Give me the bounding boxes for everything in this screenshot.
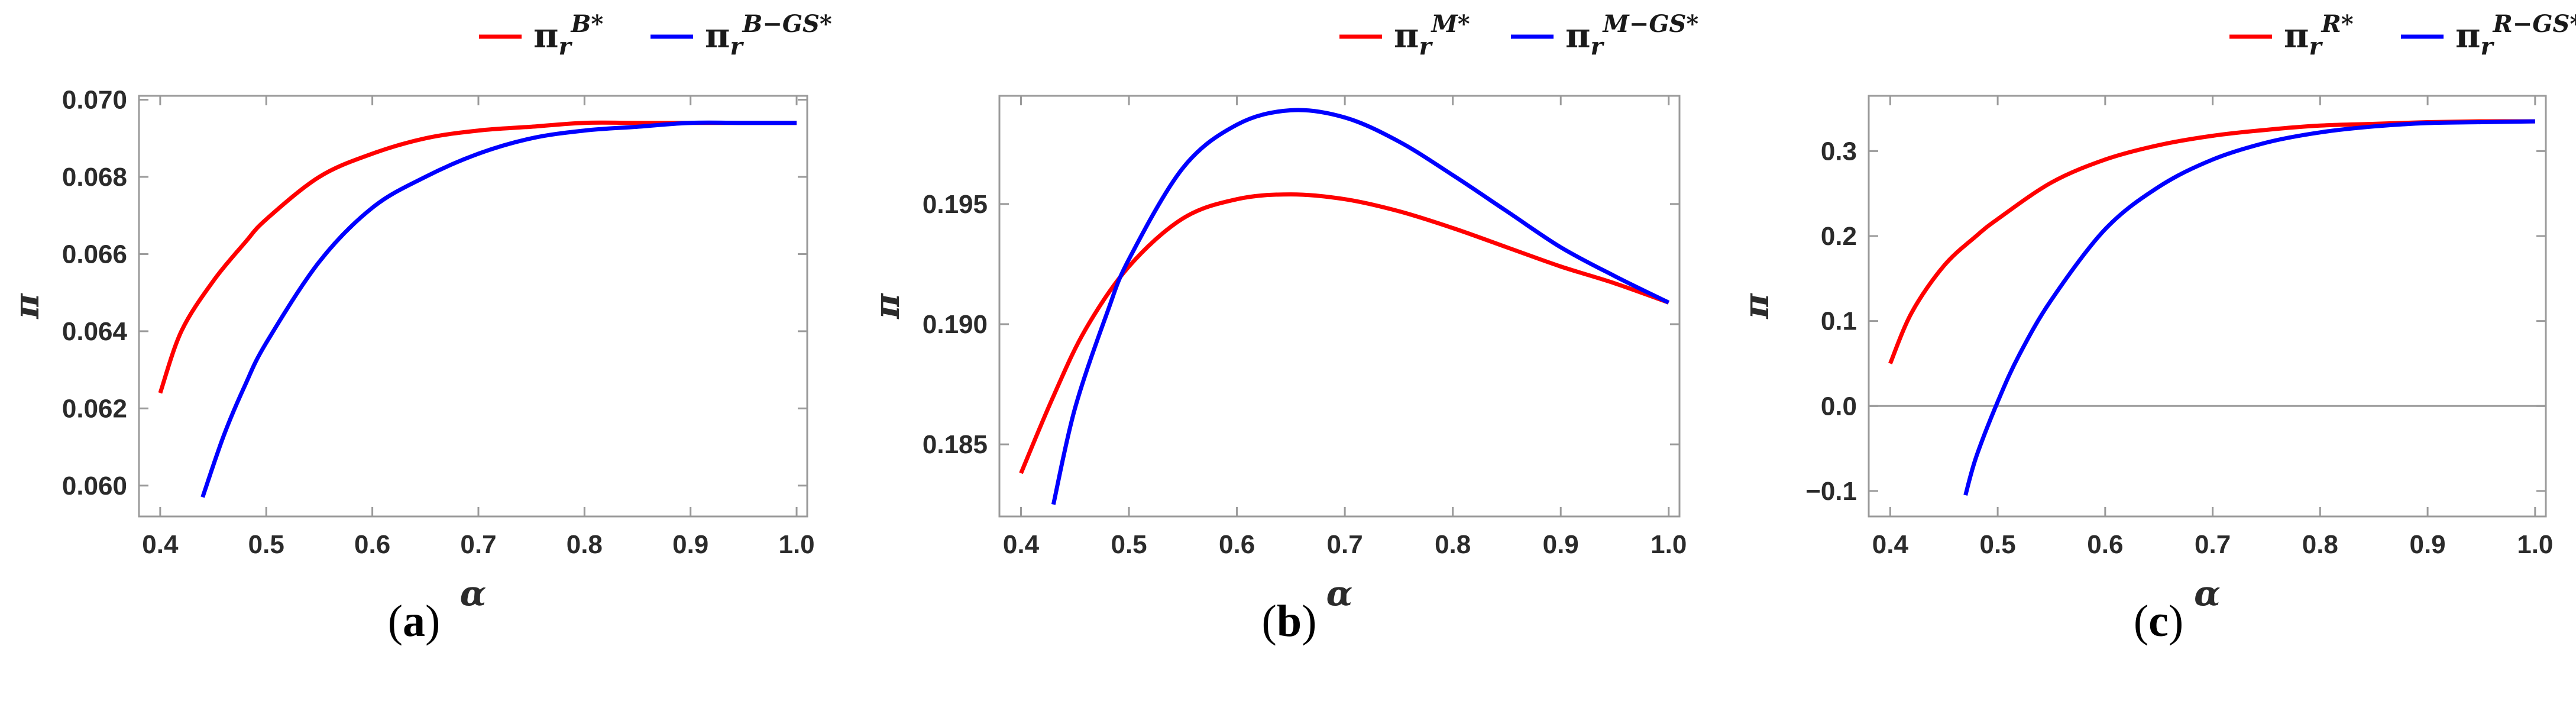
- caption-letter: a: [403, 596, 425, 646]
- legend-subscript: r: [1419, 33, 1433, 60]
- legend-superscript: B*: [571, 10, 604, 38]
- series-line-2: [1963, 119, 2535, 496]
- x-tick-label: 0.8: [1435, 530, 1471, 559]
- legend-label-2: πrB−GS*: [705, 10, 832, 60]
- y-tick-label: 0.066: [62, 240, 127, 269]
- legend-superscript: M−GS*: [1602, 10, 1699, 38]
- chart-panel-b: 0.4 0.5 0.6 0.7 0.8 0.9 1.00.1850.1900.195αππr…: [867, 10, 1698, 646]
- x-tick-label: 0.8: [2302, 530, 2338, 559]
- legend-superscript: M*: [1431, 10, 1470, 38]
- y-tick-label: 0.185: [923, 430, 988, 459]
- legend-superscript: R*: [2321, 10, 2354, 38]
- x-tick-label: 1.0: [1651, 530, 1687, 559]
- x-tick-label: 0.5: [248, 530, 284, 559]
- x-tick-label: 0.5: [1980, 530, 2016, 559]
- x-tick-label: 0.7: [460, 530, 496, 559]
- y-tick-label: 0.068: [62, 163, 127, 192]
- series-line-2: [1051, 108, 1670, 505]
- legend-superscript: B−GS*: [742, 10, 832, 38]
- y-tick-label: −0.1: [1805, 477, 1857, 506]
- series-line-2: [200, 120, 797, 498]
- x-tick-label: 1.0: [778, 530, 814, 559]
- x-tick-label: 0.9: [1543, 530, 1579, 559]
- x-tick-label: 0.4: [1872, 530, 1909, 559]
- x-tick-label: 0.6: [1219, 530, 1255, 559]
- legend-subscript: r: [558, 33, 572, 60]
- legend-subscript: r: [730, 33, 744, 60]
- plot-frame: [1868, 95, 2547, 518]
- y-tick-label: 0.064: [62, 317, 128, 346]
- legend-label-1: πrR*: [2284, 10, 2354, 60]
- legend-label-2: πrM−GS*: [1565, 10, 1698, 60]
- y-axis-title: π: [867, 293, 907, 319]
- panel-caption: (a): [388, 596, 441, 646]
- caption-close: ): [425, 596, 440, 646]
- x-axis-title: α: [1326, 573, 1353, 613]
- y-tick-label: 0.3: [1821, 137, 1857, 166]
- legend-subscript: r: [2480, 33, 2494, 60]
- caption-open: (: [1262, 596, 1277, 646]
- y-axis-title: π: [7, 293, 47, 319]
- legend-symbol: π: [2284, 15, 2309, 56]
- panel-caption: (c): [2134, 596, 2183, 646]
- x-axis-title: α: [460, 573, 487, 613]
- series-line-1: [1019, 192, 1669, 474]
- y-tick-label: 0.070: [62, 86, 127, 115]
- legend-label-1: πrB*: [533, 10, 603, 60]
- x-tick-label: 0.5: [1111, 530, 1147, 559]
- legend-subscript: r: [1590, 33, 1604, 60]
- legend: πrM* πrM−GS*: [1339, 10, 1698, 60]
- x-tick-label: 0.9: [672, 530, 708, 559]
- legend-subscript: r: [2309, 33, 2323, 60]
- y-tick-label: 0.190: [923, 310, 988, 339]
- caption-open: (: [2134, 596, 2148, 646]
- caption-letter: c: [2148, 596, 2169, 646]
- legend-symbol: π: [1565, 15, 1590, 56]
- y-tick-label: 0.1: [1821, 307, 1857, 336]
- x-tick-label: 0.4: [142, 530, 179, 559]
- x-tick-label: 0.7: [2195, 530, 2231, 559]
- chart-panel-c: 0.4 0.5 0.6 0.7 0.8 0.9 1.0−0.10.00.10.20.3αππ…: [1736, 10, 2576, 646]
- caption-close: ): [1302, 596, 1316, 646]
- x-axis-title: α: [2194, 573, 2221, 613]
- y-axis-title: π: [1736, 293, 1776, 319]
- caption-letter: b: [1277, 596, 1302, 646]
- x-tick-label: 1.0: [2517, 530, 2553, 559]
- y-tick-label: 0.195: [923, 190, 988, 219]
- plot-frame: [138, 95, 808, 518]
- legend-symbol: π: [533, 15, 558, 56]
- legend-superscript: R−GS*: [2493, 10, 2576, 38]
- legend: πrB* πrB−GS*: [479, 10, 832, 60]
- x-tick-label: 0.9: [2409, 530, 2445, 559]
- x-tick-label: 0.6: [354, 530, 390, 559]
- x-tick-label: 0.7: [1327, 530, 1363, 559]
- caption-open: (: [388, 596, 403, 646]
- x-tick-label: 0.8: [567, 530, 603, 559]
- caption-close: ): [2169, 596, 2183, 646]
- panel-caption: (b): [1262, 596, 1317, 646]
- legend: πrR* πrR−GS*: [2229, 10, 2576, 60]
- y-tick-label: 0.0: [1821, 392, 1857, 421]
- x-tick-label: 0.4: [1003, 530, 1040, 559]
- legend-symbol: π: [2455, 15, 2480, 56]
- legend-label-2: πrR−GS*: [2455, 10, 2576, 60]
- y-tick-label: 0.2: [1821, 222, 1857, 251]
- y-tick-label: 0.062: [62, 394, 127, 423]
- plot-frame: [998, 95, 1681, 518]
- legend-symbol: π: [705, 15, 730, 56]
- y-tick-label: 0.060: [62, 472, 127, 500]
- legend-label-1: πrM*: [1394, 10, 1470, 60]
- legend-symbol: π: [1394, 15, 1419, 56]
- chart-panel-a: 0.4 0.5 0.6 0.7 0.8 0.9 1.0 0.060 0.062 0.064 0.06…: [7, 10, 832, 646]
- x-tick-label: 0.6: [2087, 530, 2123, 559]
